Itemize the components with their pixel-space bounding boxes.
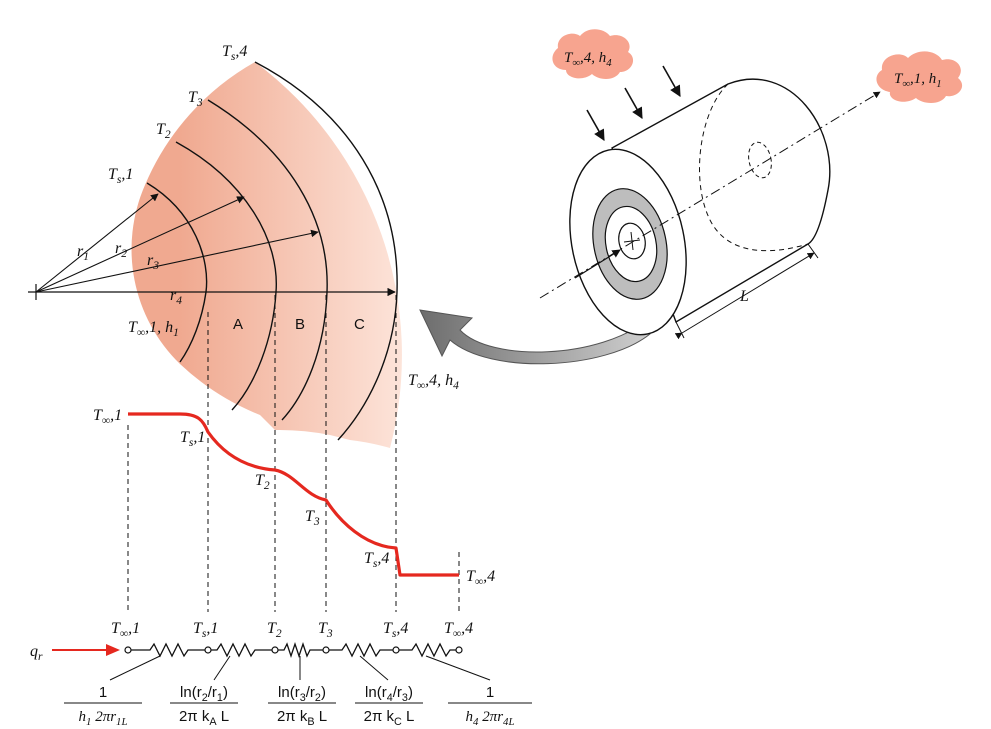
- heat-rate-arrowhead: [106, 644, 120, 656]
- temperature-profile: T∞​,1 Ts​,1 T2​ T3​ Ts​,4 T∞​,4: [93, 407, 495, 588]
- interface-arc-3: [207, 99, 328, 421]
- composite-layers: [131, 62, 402, 448]
- inner-fluid-label-cylinder: T∞​,1, h1​: [894, 71, 942, 90]
- radius-arrow-2: [35, 196, 245, 293]
- resistance-2-denominator: 2π kA​ L: [179, 708, 229, 728]
- resistance-3-numerator: ln(r3​/r2​): [278, 684, 326, 704]
- circuit-node-label: Ts​,1: [193, 620, 218, 640]
- outer-fluid-label-cylinder: T∞​,4, h4​: [564, 50, 612, 69]
- bore-arrow: [574, 249, 621, 279]
- curved-arrow-shape: [419, 309, 651, 365]
- layer-a-label: A: [233, 316, 243, 333]
- profile-end-label: T∞​,4: [466, 568, 495, 588]
- resistance-4: ln(r4​/r3​) 2π kC​ L: [355, 684, 423, 728]
- cylinder-view: L: [539, 65, 881, 340]
- flow-arrow-2: [624, 87, 643, 119]
- inner-fluid-label: T∞​,1, h1​: [128, 319, 179, 339]
- resistance-3: ln(r3​/r2​) 2π kB​ L: [268, 684, 336, 728]
- curved-arrow: [419, 309, 651, 365]
- radius-4-label: r4​: [170, 287, 182, 307]
- layer-c-label: C: [354, 316, 365, 333]
- surface-inner-label: Ts​,1: [108, 166, 133, 186]
- temperature-curve: [128, 412, 459, 577]
- length-ext-2: [807, 243, 819, 259]
- thermal-circuit: qr​ T∞​,1 Ts​,1 T2​ T3​ Ts​,4 T∞​,4 1: [30, 620, 532, 728]
- outer-fluid-cloud: T∞​,4, h4​: [552, 29, 634, 79]
- length-label: L: [739, 288, 749, 305]
- node-s4: [392, 646, 400, 654]
- length-ext-1: [675, 321, 685, 339]
- resistance-2: ln(r2​/r1​) 2π kA​ L: [170, 684, 238, 728]
- resistance-1-denominator: h1​ 2πr1L​: [79, 709, 128, 728]
- layer-b-label: B: [295, 316, 305, 333]
- interface-arc-2: [175, 141, 277, 411]
- profile-start-label: T∞​,1: [93, 407, 122, 427]
- resistance-5-numerator: 1: [486, 684, 494, 701]
- radius-arrow-1: [35, 193, 159, 293]
- radius-3-label: r3​: [147, 252, 159, 272]
- flow-arrow-3: [662, 65, 681, 97]
- resistance-5: 1 h4​ 2πr4L​: [448, 684, 532, 728]
- circuit-node-label: T2​: [267, 620, 282, 640]
- bore-cross-v: [630, 231, 634, 251]
- resistance-1-numerator: 1: [99, 684, 107, 701]
- inner-fluid-cloud: T∞​,1, h1​: [876, 51, 963, 103]
- node-3: [322, 646, 330, 654]
- dashed-guides: [127, 295, 460, 612]
- resistance-4-numerator: ln(r4​/r3​): [365, 684, 413, 704]
- flow-arrow-1: [586, 109, 605, 141]
- circuit-node-label: Ts​,4: [383, 620, 408, 640]
- heat-rate-label: qr​: [30, 643, 43, 663]
- resistance-4-denominator: 2π kC​ L: [364, 708, 415, 728]
- outer-fluid-label-section: T∞​,4, h4​: [408, 372, 459, 392]
- node-inf1: [124, 646, 132, 654]
- cylinder-back-bore: [748, 141, 772, 179]
- node-inf4: [455, 646, 463, 654]
- node-2: [271, 646, 279, 654]
- resistor-chain: [128, 641, 459, 659]
- resistance-1: 1 h1​ 2πr1L​: [64, 684, 142, 728]
- interface-arc-inner: [146, 182, 208, 363]
- resistance-leaders: [109, 655, 491, 681]
- circuit-node-label: T3​: [318, 620, 333, 640]
- circuit-node-label: T∞​,4: [444, 620, 473, 640]
- profile-3-label: T3​: [305, 508, 320, 528]
- cross-section: Ts​,4 T3​ T2​ Ts​,1 r1​ r2​ r3​ r4​ T∞​,…: [28, 43, 459, 448]
- radius-arrow-3: [35, 229, 319, 293]
- interface-3-label: T3​: [188, 89, 203, 109]
- interface-arc-outer: [254, 61, 398, 441]
- cylinder-back-edge: [699, 83, 809, 252]
- profile-s1-label: Ts​,1: [180, 429, 205, 449]
- profile-2-label: T2​: [255, 472, 270, 492]
- node-s1: [204, 646, 212, 654]
- length-dim-line: [674, 252, 815, 340]
- radius-1-label: r1​: [77, 243, 89, 263]
- surface-outer-label: Ts​,4: [222, 43, 247, 63]
- circuit-node-label: T∞​,1: [111, 620, 140, 640]
- resistance-5-denominator: h4​ 2πr4L​: [466, 709, 515, 728]
- profile-s4-label: Ts​,4: [364, 550, 389, 570]
- resistance-3-denominator: 2π kB​ L: [277, 708, 327, 728]
- interface-2-label: T2​: [156, 121, 171, 141]
- circuit-node-markers: [124, 646, 463, 654]
- radius-2-label: r2​: [115, 240, 127, 260]
- resistance-2-numerator: ln(r2​/r1​): [180, 684, 228, 704]
- cylinder-axis: [539, 91, 881, 299]
